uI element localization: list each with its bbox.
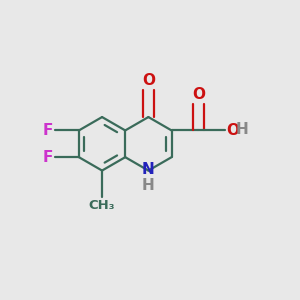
Text: O: O: [142, 74, 155, 88]
Text: CH₃: CH₃: [89, 199, 115, 212]
Text: O: O: [226, 123, 239, 138]
Text: F: F: [43, 123, 53, 138]
Text: H: H: [235, 122, 248, 137]
Text: H: H: [142, 178, 155, 193]
Text: O: O: [192, 87, 205, 102]
Text: N: N: [142, 161, 155, 176]
Text: F: F: [43, 150, 53, 165]
